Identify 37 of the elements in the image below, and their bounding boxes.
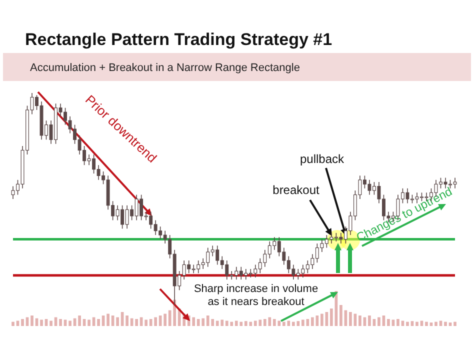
bar [425,322,428,326]
bar [392,320,395,326]
bar [78,316,81,326]
bar [358,316,362,326]
annotation: Sharp increase in volume as it nears breakout [194,283,318,308]
bar [444,322,447,326]
bar [50,320,52,326]
bar [126,316,128,326]
bar [68,320,72,326]
bar [349,312,352,326]
bar [135,319,138,326]
annotation: breakout [272,183,320,197]
bar [12,322,14,326]
bar [454,322,456,326]
bar [88,320,90,326]
bar [434,322,438,326]
bar [116,317,119,326]
bar [21,319,24,326]
bar [406,322,409,326]
bar [97,319,100,326]
bar [106,314,110,326]
bar [59,319,62,326]
bar [144,320,148,326]
chart-title: Rectangle Pattern Trading Strategy #1 [25,30,332,49]
bar [330,308,333,326]
annotation: pullback [300,152,346,166]
bar [378,317,380,326]
bar [368,316,371,326]
bar [40,320,43,326]
bar [340,305,342,326]
bar [396,319,400,326]
bar [320,314,324,326]
bar [416,322,418,326]
bar [387,319,390,326]
bar [30,316,34,326]
chart-subtitle: Accumulation + Breakout in a Narrow Range Rectangle [30,62,300,74]
bar [64,320,67,326]
